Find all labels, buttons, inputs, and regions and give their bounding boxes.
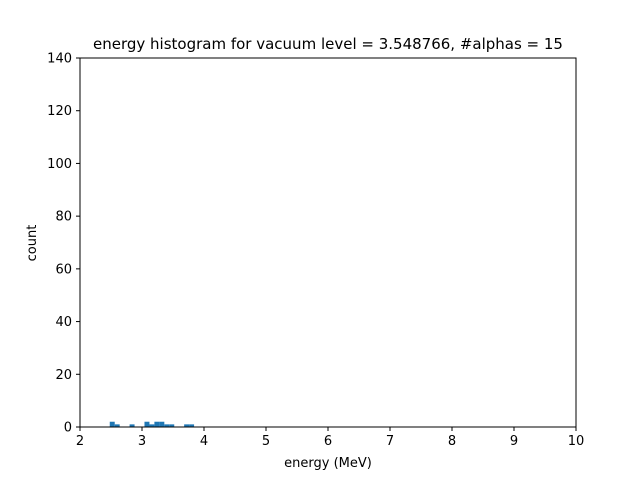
histogram-bars bbox=[109, 421, 195, 427]
x-tick-label-3: 5 bbox=[262, 434, 270, 449]
histogram-bar-4 bbox=[149, 424, 155, 427]
x-tick-label-8: 10 bbox=[568, 434, 585, 449]
y-tick-label-2: 40 bbox=[55, 315, 72, 330]
plot-frame bbox=[79, 57, 577, 428]
histogram-bar-0 bbox=[109, 421, 115, 427]
y-axis-ticks: 0 20 40 60 80 100 120 140 bbox=[47, 52, 80, 436]
histogram-bar-6 bbox=[159, 421, 165, 427]
y-tick-label-6: 120 bbox=[47, 104, 72, 119]
y-tick-label-5: 100 bbox=[47, 157, 72, 172]
y-tick-label-1: 20 bbox=[55, 368, 72, 383]
y-axis-label: count bbox=[25, 225, 40, 262]
histogram-bar-1 bbox=[114, 424, 120, 427]
x-tick-label-4: 6 bbox=[324, 434, 332, 449]
x-axis-label: energy (MeV) bbox=[284, 456, 372, 471]
y-tick-label-0: 0 bbox=[64, 421, 72, 436]
y-tick-label-7: 140 bbox=[47, 52, 72, 67]
y-tick-label-3: 60 bbox=[55, 262, 72, 277]
histogram-bar-5 bbox=[154, 421, 160, 427]
histogram-bar-2 bbox=[129, 424, 135, 427]
x-tick-label-5: 7 bbox=[386, 434, 394, 449]
histogram-bar-7 bbox=[164, 424, 170, 427]
histogram-bar-3 bbox=[144, 421, 150, 427]
x-tick-label-2: 4 bbox=[200, 434, 208, 449]
chart-title: energy histogram for vacuum level = 3.54… bbox=[93, 35, 563, 53]
x-tick-label-7: 9 bbox=[510, 434, 518, 449]
y-tick-label-4: 80 bbox=[55, 210, 72, 225]
histogram-bar-9 bbox=[184, 424, 190, 427]
x-tick-label-1: 3 bbox=[138, 434, 146, 449]
x-axis-ticks: 2 3 4 5 6 7 8 9 10 bbox=[76, 427, 584, 449]
histogram-bar-10 bbox=[189, 424, 195, 427]
histogram-bar-8 bbox=[169, 424, 175, 427]
x-tick-label-0: 2 bbox=[76, 434, 84, 449]
x-tick-label-6: 8 bbox=[448, 434, 456, 449]
